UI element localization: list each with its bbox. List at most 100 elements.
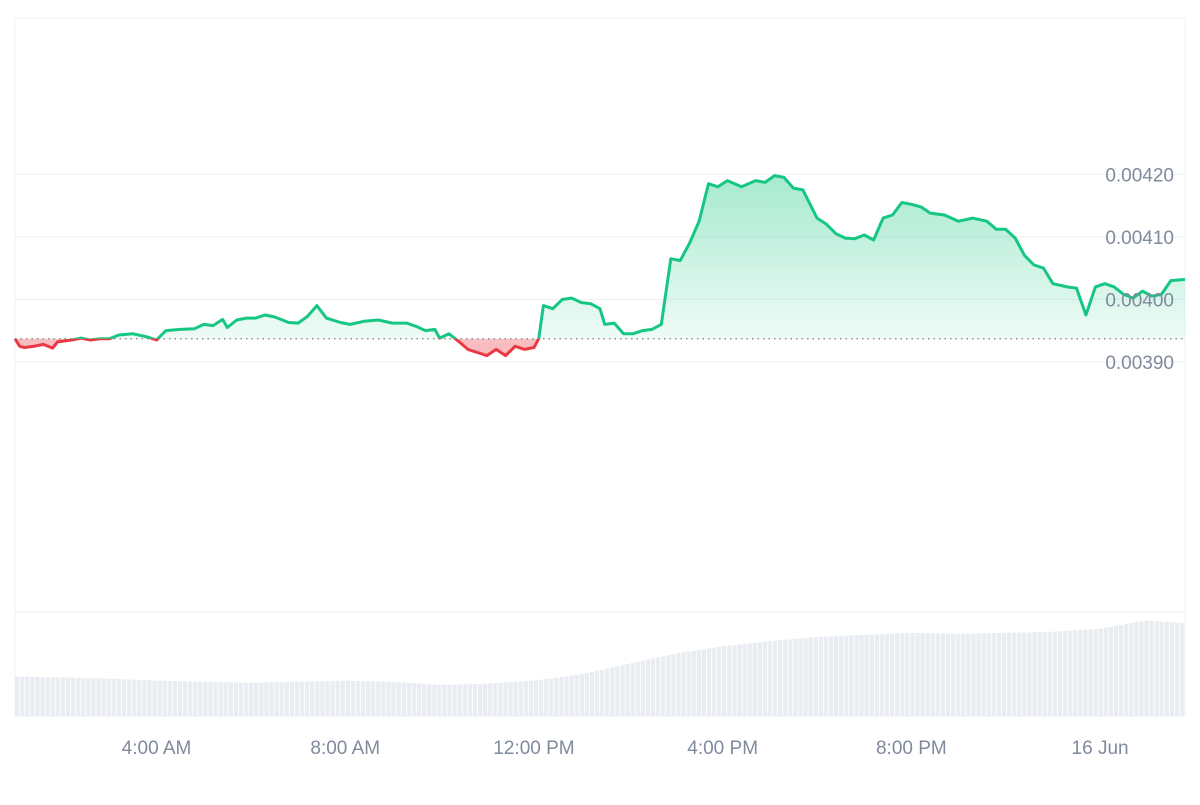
volume-bar (233, 682, 239, 716)
volume-bar (1032, 632, 1037, 716)
x-tick-label: 12:00 PM (493, 738, 574, 759)
volume-bar (813, 637, 818, 716)
volume-bar (925, 633, 930, 716)
volume-bar (1154, 621, 1159, 716)
volume-bar (411, 683, 417, 716)
volume-bar (198, 681, 203, 716)
volume-bar (793, 638, 798, 716)
volume-bar (472, 684, 478, 716)
volume-bar (76, 677, 81, 716)
volume-bar (1027, 632, 1032, 716)
volume-bar (1134, 622, 1139, 716)
volume-bar (1129, 623, 1134, 716)
volume-bar (467, 684, 473, 716)
volume-bar (91, 678, 96, 716)
volume-bar (600, 669, 605, 716)
volume-bar (101, 678, 106, 716)
volume-bar (681, 652, 686, 716)
volume-bar (1057, 631, 1063, 716)
volume-bar (569, 675, 574, 716)
volume-bar (742, 643, 747, 716)
volume-bar (65, 677, 71, 716)
volume-bar (488, 683, 493, 716)
volume-bar (452, 684, 457, 716)
volume-bar (304, 681, 310, 716)
volume-bar (635, 661, 640, 716)
volume-bar (116, 678, 122, 716)
volume-bar (81, 677, 86, 716)
x-tick-label: 8:00 AM (310, 738, 380, 759)
volume-bar (869, 634, 874, 716)
volume-bar (650, 658, 656, 716)
volume-bar (889, 633, 895, 716)
plot-frame (14, 17, 1186, 717)
volume-bar (1006, 632, 1012, 716)
volume-bar (147, 680, 152, 716)
volume-bar (1108, 626, 1114, 716)
volume-bar (711, 647, 717, 716)
volume-bar (152, 680, 157, 716)
volume-bar (15, 676, 20, 716)
volume-bar (549, 678, 554, 716)
volume-bar (920, 633, 925, 716)
volume-bar (1098, 628, 1103, 716)
volume-bar (228, 682, 233, 716)
volume-bar (605, 668, 610, 716)
volume-bar (40, 677, 45, 716)
volume-bar (406, 682, 412, 716)
x-tick-label: 4:00 PM (687, 738, 758, 759)
volume-bar (528, 680, 534, 716)
y-tick-label: 0.00420 (1105, 165, 1174, 186)
volume-bar (223, 682, 228, 716)
volume-bar (325, 681, 330, 716)
volume-bar (630, 662, 635, 716)
y-tick-label: 0.00390 (1105, 353, 1174, 374)
volume-bar (579, 674, 584, 716)
volume-bar (757, 642, 763, 716)
volume-bar (523, 681, 529, 716)
volume-bar (803, 637, 808, 716)
volume-bar (554, 677, 559, 716)
volume-bar (264, 682, 269, 716)
volume-bar (355, 680, 361, 716)
volume-bar (956, 633, 961, 716)
volume-bar (640, 660, 646, 716)
volume-bar (20, 676, 25, 716)
volume-bar (96, 678, 101, 716)
volume-bar (844, 635, 849, 716)
volume-bar (279, 682, 284, 716)
volume-bar (86, 678, 91, 716)
volume-bar (818, 636, 824, 716)
x-tick-label: 4:00 AM (122, 738, 192, 759)
volume-bar (299, 681, 305, 716)
y-tick-label: 0.00410 (1105, 228, 1174, 249)
volume-bar (371, 681, 376, 716)
volume-bar (732, 644, 737, 716)
volume-bar (666, 655, 671, 716)
volume-bar (70, 677, 76, 716)
volume-bar (30, 676, 35, 716)
volume-bar (142, 680, 147, 716)
volume-bar (854, 635, 859, 716)
volume-bar (243, 682, 249, 716)
volume-bar (50, 677, 55, 716)
volume-bar (1012, 632, 1017, 716)
volume-bar (625, 664, 630, 716)
volume-bar (1062, 630, 1068, 716)
volume-bar (442, 684, 447, 716)
volume-bar (661, 656, 666, 716)
volume-bar (788, 639, 793, 716)
volume-bar (778, 640, 783, 716)
volume-bar (986, 633, 991, 716)
volume-bar (335, 680, 340, 716)
volume-bar (208, 681, 213, 716)
volume-bar (447, 684, 452, 716)
volume-bar (895, 633, 900, 716)
volume-bar (1113, 625, 1119, 716)
volume-bar (655, 657, 661, 716)
volume-bar (238, 682, 244, 716)
volume-bar (737, 644, 742, 716)
volume-bar (1123, 623, 1129, 716)
